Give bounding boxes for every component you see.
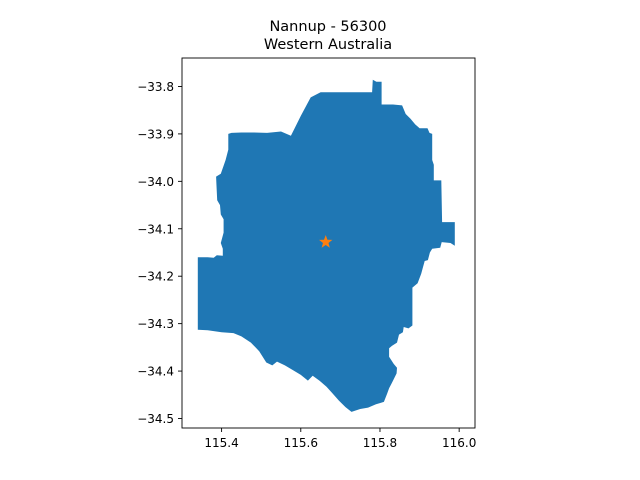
x-tick-label: 115.6: [284, 436, 318, 450]
region-polygon: [197, 79, 455, 412]
x-axis: 115.4 115.6 115.8 116.0: [204, 428, 476, 450]
chart-title: Nannup - 56300: [269, 19, 386, 35]
x-tick-label: 115.4: [204, 436, 238, 450]
x-tick-label: 116.0: [442, 436, 476, 450]
y-tick-label: −33.9: [137, 127, 174, 141]
star-marker-icon: [319, 235, 333, 248]
x-tick-label: 115.8: [363, 436, 397, 450]
axes-frame: [181, 57, 476, 429]
y-axis: −33.8 −33.9 −34.0 −34.1 −34.2 −34.3 −34.4 −34.5: [137, 80, 182, 426]
chart-subtitle: Western Australia: [264, 37, 392, 53]
y-tick-label: −34.4: [137, 365, 174, 379]
y-tick-label: −33.8: [137, 80, 174, 94]
plot-area: [197, 79, 455, 412]
y-tick-label: −34.2: [137, 270, 174, 284]
y-tick-label: −34.0: [137, 175, 174, 189]
y-tick-label: −34.1: [137, 222, 174, 236]
y-tick-label: −34.5: [137, 412, 174, 426]
y-tick-label: −34.3: [137, 317, 174, 331]
